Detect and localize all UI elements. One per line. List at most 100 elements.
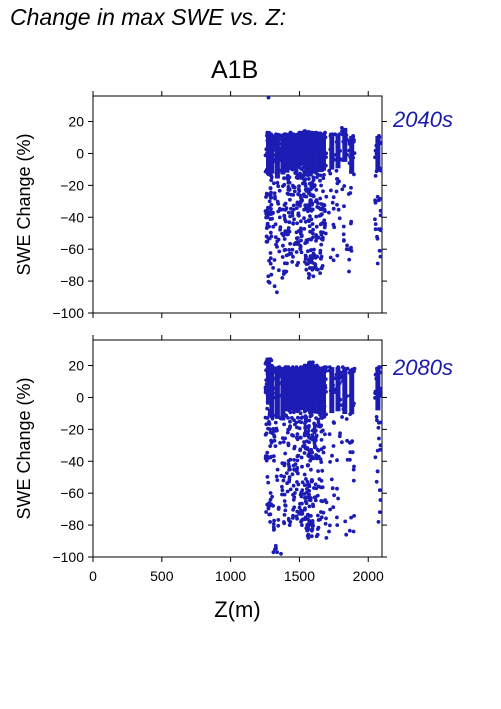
dense-point-band [321,367,326,415]
data-point [328,171,333,176]
data-point [337,216,342,221]
data-point [280,276,285,280]
data-point [288,424,292,428]
y-tick-label: −100 [52,305,84,321]
data-point [335,486,339,491]
data-point [307,489,312,493]
dense-point-band [292,368,298,411]
data-point [348,457,352,462]
data-point [314,435,318,439]
data-point [378,498,383,502]
data-point [314,188,319,192]
data-point [307,418,312,423]
data-point [268,261,273,266]
dense-point-band [304,131,310,172]
data-point [295,466,300,470]
data-point [280,231,284,236]
data-point [298,204,302,208]
x-tick-label: 1500 [284,568,315,584]
data-point [328,507,332,512]
data-point [349,221,353,226]
data-point [347,257,352,262]
data-point [271,550,276,555]
data-point [309,478,314,483]
data-point [288,241,292,246]
data-point [275,290,279,295]
data-point [288,197,292,202]
data-point [268,520,272,524]
dense-point-band [329,134,335,170]
data-point [305,187,310,192]
data-point [271,528,276,532]
data-point [299,250,304,255]
data-point [307,440,311,445]
data-point [268,256,273,261]
data-point [282,422,286,427]
data-point [295,176,300,181]
data-point [308,458,312,463]
data-point [268,230,273,235]
data-point [279,551,283,556]
data-point [377,510,382,514]
data-point [271,522,276,526]
data-point [352,514,356,518]
data-point [373,217,377,222]
data-point [303,241,308,246]
data-point [319,515,324,520]
data-point [376,520,381,524]
data-point [302,443,307,448]
data-point [277,188,282,193]
dense-point-band [335,134,341,169]
data-point [330,200,335,205]
data-point [345,438,349,443]
dense-point-band [284,134,290,173]
data-point [349,515,353,520]
data-point [318,423,323,428]
data-point [341,232,346,237]
data-point [288,410,293,415]
data-point [313,445,318,450]
data-point [272,458,276,463]
data-point [269,234,274,239]
data-point [299,518,304,523]
data-point [302,451,307,455]
data-point [277,215,282,220]
data-point [340,187,345,192]
data-point [283,508,288,513]
data-point [378,447,382,452]
data-point [304,267,309,272]
data-point [282,237,287,241]
data-point [303,499,308,504]
data-point [374,415,379,419]
data-point [319,510,323,514]
data-point [373,227,378,232]
data-point [375,234,379,239]
data-point [283,219,288,224]
data-point [306,536,311,540]
data-point [294,514,299,519]
data-point [331,420,336,424]
data-point [306,453,311,458]
data-point [273,196,277,201]
data-point [316,484,321,489]
data-point [321,428,325,433]
data-point [299,234,304,239]
points-2080s [263,357,383,556]
dense-point-band [304,363,310,412]
x-tick-label: 1000 [215,568,246,584]
data-point [272,518,276,523]
data-point [295,240,300,244]
data-point [287,248,291,252]
data-point [346,192,351,196]
data-point [280,255,285,259]
data-point [282,499,287,503]
data-point [287,479,291,484]
y-tick-label: 20 [68,358,84,374]
data-point [296,453,301,458]
data-point [274,426,279,431]
data-point [306,483,310,488]
data-point [281,272,286,276]
data-point [292,505,297,510]
data-point [270,494,274,499]
data-point [266,480,271,485]
